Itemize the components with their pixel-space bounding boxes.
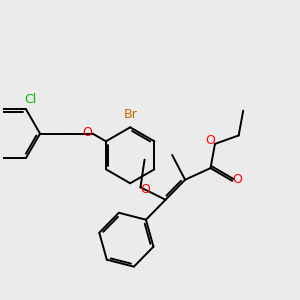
Text: Cl: Cl xyxy=(25,93,37,106)
Text: O: O xyxy=(232,173,242,186)
Text: Br: Br xyxy=(123,109,137,122)
Text: O: O xyxy=(205,134,215,147)
Text: O: O xyxy=(140,183,150,196)
Text: O: O xyxy=(83,126,93,139)
